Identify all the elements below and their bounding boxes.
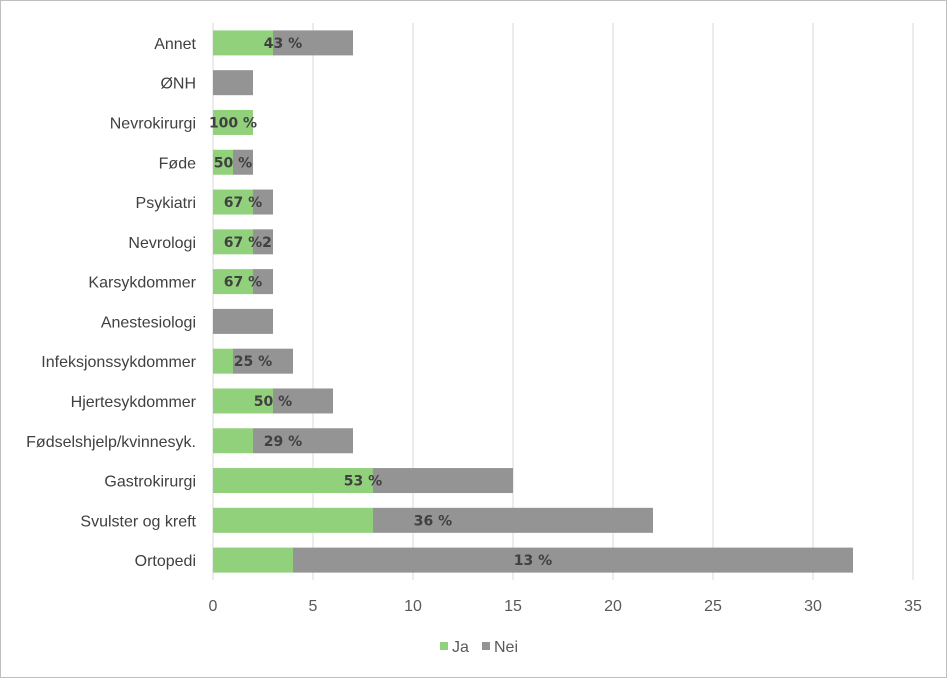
x-tick-label: 10 <box>404 598 422 615</box>
bar-ja <box>213 348 233 374</box>
bar-ja <box>213 30 273 56</box>
bars <box>213 30 853 573</box>
bar-ja <box>213 547 293 573</box>
data-label: 67 % <box>224 275 262 291</box>
data-label: 29 % <box>264 434 302 450</box>
bar-ja <box>213 229 253 255</box>
data-label: 53 % <box>344 474 382 490</box>
bar-nei <box>213 70 253 96</box>
data-label: 50 % <box>214 155 252 171</box>
extra-data-label: 2 <box>262 235 272 251</box>
legend-swatch-ja <box>440 642 448 650</box>
bar-ja <box>213 149 233 175</box>
bar-nei <box>233 348 293 374</box>
data-label: 100 % <box>209 115 257 131</box>
data-label: 67 % <box>224 235 262 251</box>
data-label: 36 % <box>414 513 452 529</box>
legend: Ja Nei <box>440 639 518 656</box>
category-label: Nevrologi <box>128 235 196 252</box>
bar-nei <box>233 149 253 175</box>
x-tick-label: 0 <box>209 598 218 615</box>
bar-ja <box>213 428 253 454</box>
category-label: Karsykdommer <box>88 275 196 292</box>
bar-nei <box>273 388 333 414</box>
data-label: 25 % <box>234 354 272 370</box>
bar-ja <box>213 189 253 215</box>
category-label: Ortopedi <box>135 553 196 570</box>
bar-nei <box>253 428 353 454</box>
bar-nei <box>253 229 273 255</box>
data-label: 50 % <box>254 394 292 410</box>
category-label: Psykiatri <box>136 195 196 212</box>
legend-swatch-nei <box>482 642 490 650</box>
bar-ja <box>213 468 373 494</box>
category-label: Fødselshjelp/kvinnesyk. <box>26 434 196 451</box>
x-tick-labels: 0 5 10 15 20 25 30 35 <box>209 598 922 615</box>
category-label: Hjertesykdommer <box>71 394 197 411</box>
x-tick-label: 25 <box>704 598 722 615</box>
bar-nei <box>253 189 273 215</box>
bar-ja <box>213 388 273 414</box>
bar-ja <box>213 109 253 135</box>
bar-nei <box>253 269 273 295</box>
category-label: Føde <box>159 155 196 172</box>
bar-nei <box>273 30 353 56</box>
data-label: 67 % <box>224 195 262 211</box>
category-label: Annet <box>154 36 196 53</box>
category-label: Nevrokirurgi <box>110 115 196 132</box>
x-tick-label: 35 <box>904 598 922 615</box>
category-label: Gastrokirurgi <box>104 474 196 491</box>
gridlines <box>212 23 914 580</box>
category-label: Anestesiologi <box>101 314 196 331</box>
x-tick-label: 15 <box>504 598 522 615</box>
category-labels: Annet ØNH Nevrokirurgi Føde Psykiatri Nevrolo… <box>26 36 197 570</box>
bar-ja <box>213 269 253 295</box>
category-label: ØNH <box>160 76 196 93</box>
data-labels: 43 % 100 % 50 % 67 % 67 % 67 % 25 % 50 % 29 % 53 … <box>209 36 552 569</box>
x-tick-label: 30 <box>804 598 822 615</box>
data-label: 13 % <box>514 553 552 569</box>
category-label: Svulster og kreft <box>80 513 196 530</box>
legend-label-nei: Nei <box>494 639 518 656</box>
bar-nei <box>373 468 513 494</box>
bar-ja <box>213 507 373 533</box>
data-label: 43 % <box>264 36 302 52</box>
x-tick-label: 20 <box>604 598 622 615</box>
bar-nei <box>373 507 653 533</box>
bar-nei <box>293 547 853 573</box>
category-label: Infeksjonssykdommer <box>41 354 196 371</box>
bar-nei <box>213 308 273 334</box>
x-tick-label: 5 <box>309 598 318 615</box>
legend-label-ja: Ja <box>452 639 469 656</box>
